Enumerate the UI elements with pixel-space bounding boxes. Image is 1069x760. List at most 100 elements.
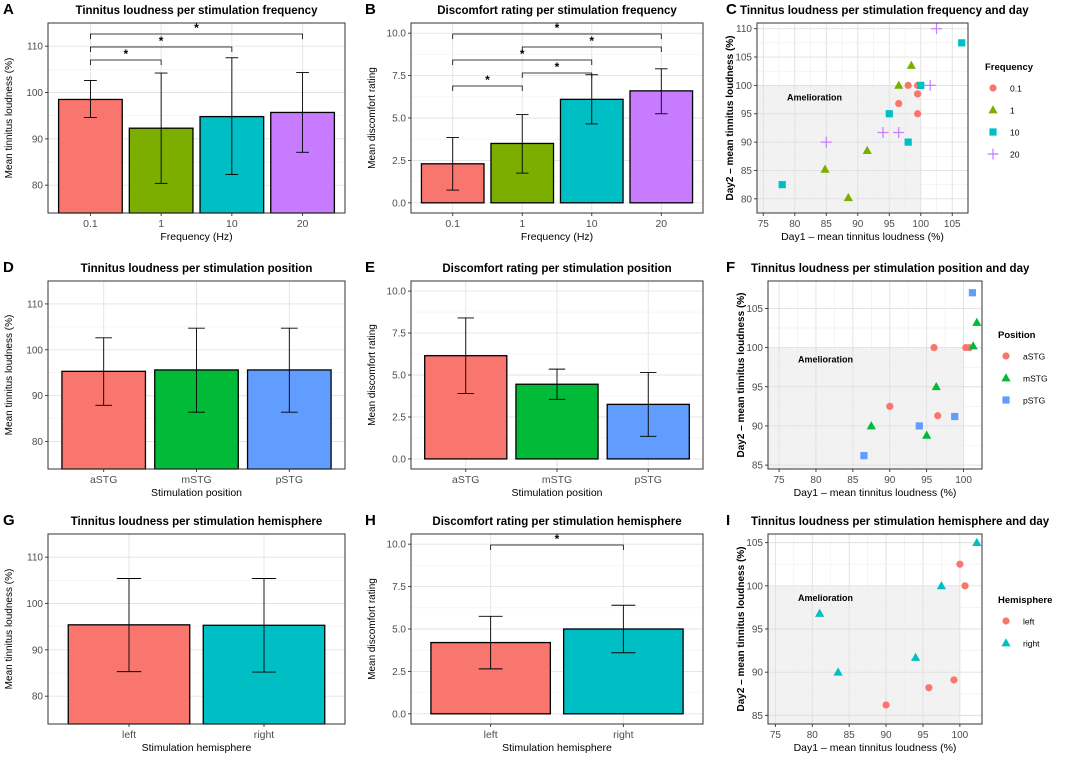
y-tick-label: 100 [26, 345, 43, 356]
x-tick-label: 95 [921, 475, 933, 486]
y-axis-label: Mean discomfort rating [367, 578, 378, 680]
chart-title: Discomfort rating per stimulation positi… [442, 263, 671, 275]
y-axis-label: Day2 – mean tinnitus loudness (%) [736, 546, 747, 711]
significance-bracket [452, 59, 593, 65]
data-point-triangle [815, 608, 825, 617]
amelioration-label: Amelioration [787, 92, 842, 102]
x-tick-label: 105 [944, 219, 961, 230]
y-tick-label: 85 [752, 711, 764, 722]
chart-title: Discomfort rating per stimulation hemisp… [432, 516, 681, 528]
significance-star: * [520, 47, 525, 61]
y-tick-label: 7.5 [392, 71, 406, 82]
significance-star: * [123, 47, 128, 61]
legend-title: Position [998, 330, 1036, 341]
data-point-plus [893, 126, 905, 138]
panel-letter: G [3, 512, 15, 529]
data-point-circle [934, 412, 942, 420]
data-point-circle [961, 582, 969, 590]
y-axis-label: Mean discomfort rating [367, 324, 378, 426]
y-tick-label: 95 [752, 382, 764, 393]
y-tick-label: 5.0 [392, 114, 406, 125]
chart-panel-f: F Tinnitus loudness per stimulation posit… [726, 259, 1048, 499]
data-point-circle [925, 684, 933, 692]
data-point-square [958, 39, 966, 47]
x-tick-label: aSTG [90, 474, 117, 486]
x-axis-label: Frequency (Hz) [160, 231, 232, 243]
x-tick-label: 100 [912, 219, 929, 230]
y-tick-label: 90 [32, 645, 44, 656]
x-tick-label: pSTG [276, 474, 303, 486]
x-tick-label: 20 [297, 218, 309, 230]
data-point-triangle [862, 145, 872, 155]
data-point-triangle [894, 80, 904, 89]
x-axis-label: Stimulation position [151, 487, 242, 499]
y-tick-label: 80 [741, 194, 753, 205]
y-tick-label: 95 [752, 625, 764, 636]
legend-label: 1 [1010, 106, 1015, 116]
data-point-triangle [1001, 638, 1011, 647]
significance-bracket [521, 72, 593, 78]
significance-bracket [90, 59, 162, 65]
y-tick-label: 2.5 [392, 667, 406, 678]
data-point-plus [924, 79, 936, 91]
significance-star: * [555, 532, 560, 546]
data-point-triangle [968, 341, 978, 350]
data-point-circle [895, 99, 903, 108]
amelioration-label: Amelioration [798, 355, 853, 365]
legend: Hemisphere left right [998, 595, 1052, 649]
legend-label: right [1023, 639, 1040, 649]
y-tick-label: 100 [746, 343, 763, 354]
data-point-circle [904, 81, 912, 89]
x-tick-label: 95 [884, 219, 896, 230]
panel-letter: H [365, 512, 376, 529]
y-axis-label: Mean tinnitus loudness (%) [4, 315, 15, 436]
x-tick-label: 1 [158, 218, 164, 230]
amelioration-region [768, 585, 960, 724]
x-tick-label: 75 [758, 219, 770, 230]
y-tick-label: 90 [32, 134, 44, 145]
panel-letter: F [726, 259, 735, 276]
y-axis-label: Mean tinnitus loudness (%) [4, 58, 15, 179]
data-point-triangle [910, 652, 921, 661]
y-axis-label: Day2 – mean tinnitus loudness (%) [736, 292, 747, 457]
y-tick-label: 110 [27, 299, 43, 310]
amelioration-region [757, 85, 921, 213]
x-tick-label: mSTG [181, 474, 211, 486]
data-point-circle [914, 90, 922, 98]
y-tick-label: 80 [32, 181, 44, 192]
panel-letter: I [726, 512, 730, 529]
panel-letter: E [365, 259, 375, 276]
x-axis-label: Stimulation hemisphere [142, 742, 252, 754]
y-tick-label: 2.5 [392, 156, 406, 167]
x-tick-label: 0.1 [83, 218, 98, 230]
y-tick-label: 5.0 [392, 371, 406, 382]
y-tick-label: 100 [26, 599, 43, 610]
chart-panel-h: H Discomfort rating per stimulation hemis… [365, 512, 704, 754]
x-tick-label: 1 [519, 218, 525, 230]
data-point-triangle [1001, 373, 1011, 382]
data-point-square [778, 181, 786, 189]
data-point-circle [989, 84, 997, 92]
chart-title: Tinnitus loudness per stimulation positi… [751, 263, 1030, 275]
x-tick-label: 100 [952, 730, 969, 741]
chart-panel-i: I Tinnitus loudness per stimulation hemis… [726, 512, 1052, 754]
y-tick-label: 90 [752, 668, 764, 679]
y-tick-label: 100 [735, 81, 752, 92]
chart-panel-b: B Discomfort rating per stimulation frequ… [365, 1, 704, 243]
legend-title: Frequency [985, 62, 1034, 73]
panel-letter: B [365, 1, 376, 18]
panel-letter: D [3, 259, 14, 276]
x-tick-label: 75 [770, 730, 782, 741]
legend-label: mSTG [1023, 374, 1048, 384]
legend-label: aSTG [1023, 352, 1045, 362]
x-axis-label: Day1 – mean tinnitus loudness (%) [794, 742, 957, 754]
x-tick-label: 10 [226, 218, 238, 230]
data-point-triangle [866, 421, 876, 430]
legend: Position aSTG mSTG pSTG [998, 330, 1048, 406]
y-tick-label: 0.0 [392, 709, 406, 720]
x-tick-label: right [613, 729, 634, 741]
x-tick-label: 85 [821, 219, 833, 230]
y-tick-label: 2.5 [392, 412, 406, 423]
y-axis-label: Mean tinnitus loudness (%) [4, 569, 15, 690]
